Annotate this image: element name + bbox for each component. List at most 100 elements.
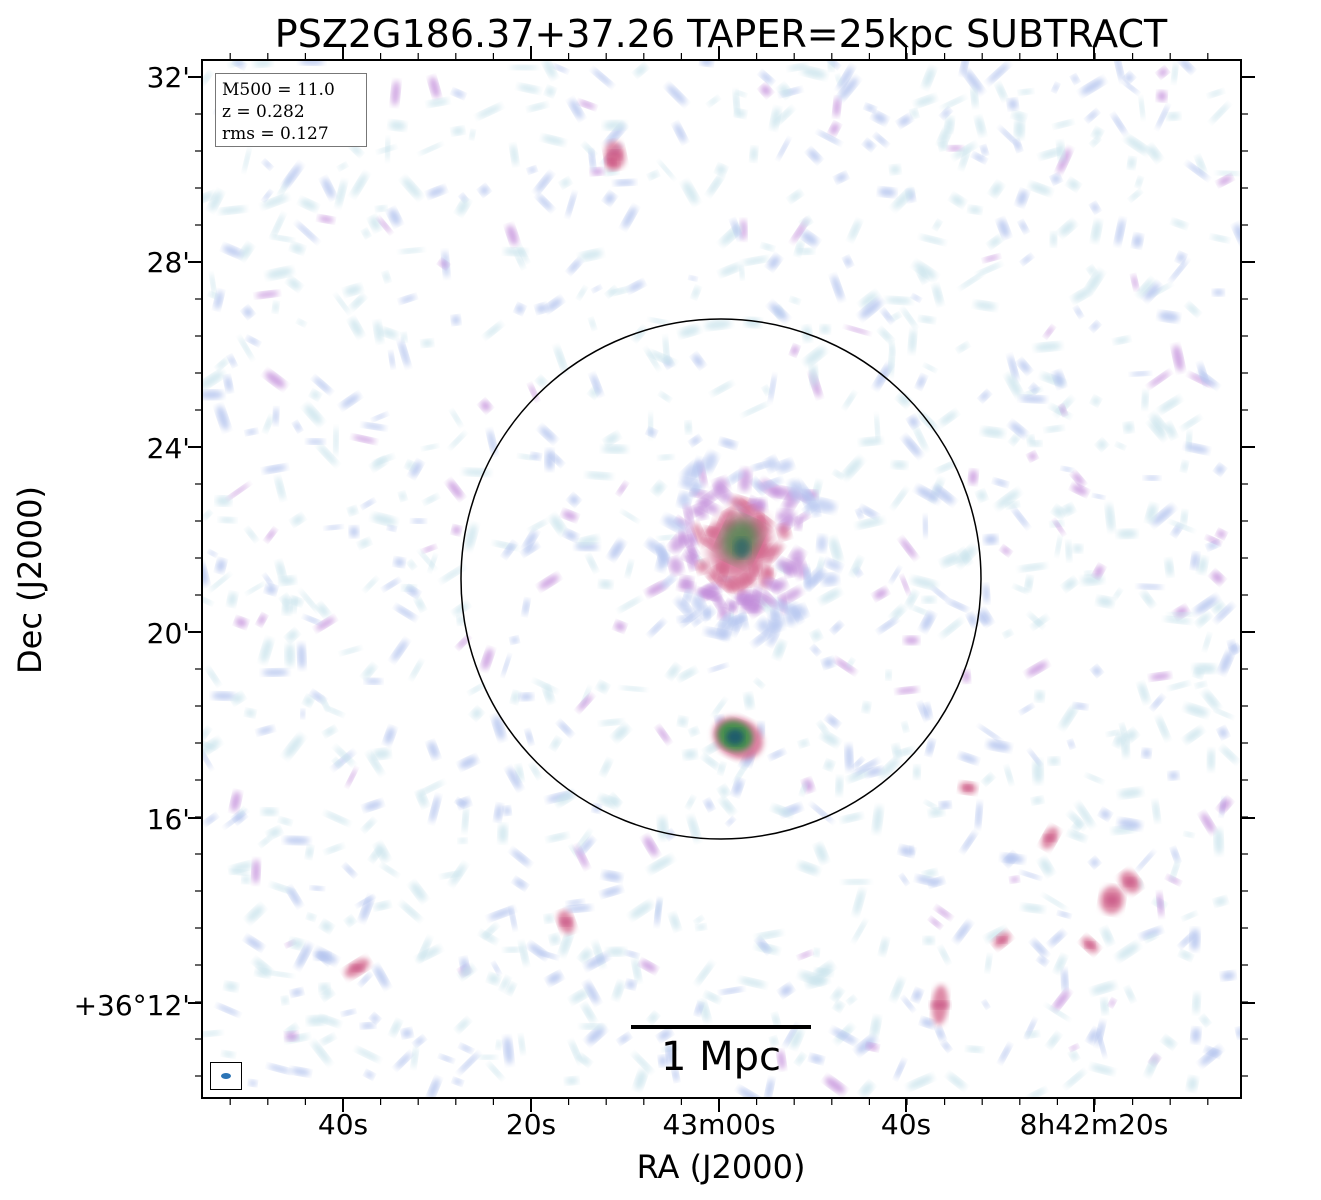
noise-blob <box>264 574 273 586</box>
noise-blob <box>818 722 828 733</box>
halo-blob <box>692 617 702 626</box>
noise-blob <box>358 539 371 548</box>
noise-blob <box>1151 506 1174 526</box>
noise-blob <box>510 144 519 166</box>
noise-blob <box>243 307 253 318</box>
beam-box <box>210 1062 242 1090</box>
noise-blob <box>1168 612 1194 617</box>
noise-blob <box>290 597 303 606</box>
noise-blob <box>377 146 396 153</box>
noise-blob <box>419 143 442 155</box>
noise-blob <box>230 869 250 875</box>
noise-blob <box>362 423 386 430</box>
noise-blob <box>809 364 818 387</box>
noise-blob <box>1086 774 1103 783</box>
noise-blob <box>1080 78 1105 95</box>
noise-blob <box>591 374 602 396</box>
noise-blob <box>859 437 883 446</box>
noise-blob <box>719 987 744 994</box>
noise-blob <box>1106 503 1115 532</box>
noise-blob <box>1149 672 1171 681</box>
noise-blob <box>915 95 936 107</box>
compact-source-core <box>726 729 744 745</box>
noise-blob <box>874 134 888 146</box>
noise-blob <box>1059 221 1076 236</box>
noise-blob <box>315 617 335 631</box>
noise-blob <box>760 84 772 96</box>
noise-blob <box>732 779 743 796</box>
noise-blob <box>502 655 511 676</box>
noise-blob <box>634 1069 647 1091</box>
noise-blob <box>1185 444 1209 453</box>
halo-blob <box>729 602 738 613</box>
halo-blob <box>757 513 774 526</box>
point-source-peak <box>1124 877 1136 887</box>
noise-blob <box>241 875 251 884</box>
noise-blob <box>1028 452 1037 461</box>
noise-blob <box>854 759 879 775</box>
x-axis-label: RA (J2000) <box>636 1148 806 1186</box>
noise-blob <box>514 878 527 889</box>
noise-blob <box>545 86 555 97</box>
noise-blob <box>688 816 700 842</box>
noise-blob <box>750 146 758 162</box>
noise-blob <box>487 429 497 455</box>
noise-blob <box>518 1035 525 1054</box>
halo-blob <box>776 510 796 524</box>
noise-blob <box>911 606 929 615</box>
noise-blob <box>545 298 563 312</box>
noise-blob <box>798 951 813 959</box>
noise-blob <box>833 97 841 117</box>
beam-ellipse-icon <box>221 1073 231 1079</box>
noise-blob <box>570 990 589 1003</box>
noise-blob <box>1212 602 1224 613</box>
noise-blob <box>666 84 687 105</box>
noise-blob <box>528 166 537 173</box>
noise-blob <box>399 295 417 303</box>
noise-blob <box>649 318 670 325</box>
noise-blob <box>811 803 833 823</box>
noise-blob <box>961 832 976 852</box>
noise-blob <box>1065 541 1072 562</box>
noise-blob <box>567 900 584 906</box>
halo-blob <box>713 595 727 613</box>
halo-blob <box>680 478 704 491</box>
noise-blob <box>1107 730 1121 736</box>
noise-blob <box>1142 748 1151 758</box>
noise-blob <box>1212 289 1225 296</box>
noise-blob <box>346 916 355 926</box>
noise-blob <box>1035 690 1045 702</box>
noise-blob <box>299 198 318 211</box>
noise-blob <box>843 458 863 479</box>
noise-blob <box>835 658 856 674</box>
noise-blob <box>906 591 918 607</box>
noise-blob <box>1125 987 1135 1002</box>
noise-blob <box>351 295 365 309</box>
noise-blob <box>1067 179 1080 190</box>
noise-blob <box>1215 604 1234 622</box>
noise-blob <box>987 63 1009 83</box>
halo-blob <box>685 535 696 546</box>
noise-blob <box>895 1059 905 1079</box>
noise-blob <box>304 695 314 706</box>
noise-blob <box>1005 766 1013 785</box>
noise-blob <box>1007 98 1018 110</box>
noise-blob <box>324 726 336 736</box>
noise-blob <box>1215 709 1233 719</box>
noise-blob <box>401 1028 413 1038</box>
noise-blob <box>362 229 370 238</box>
noise-blob <box>632 958 641 982</box>
noise-blob <box>911 577 938 589</box>
halo-blob <box>812 505 821 517</box>
noise-blob <box>1170 859 1180 881</box>
noise-blob <box>1184 728 1203 743</box>
noise-blob <box>364 577 378 591</box>
noise-blob <box>300 590 318 612</box>
noise-blob <box>281 595 291 605</box>
noise-blob <box>892 488 907 509</box>
noise-blob <box>736 91 746 97</box>
noise-blob <box>391 80 400 106</box>
noise-blob <box>550 515 566 534</box>
noise-blob <box>515 304 525 314</box>
noise-blob <box>634 64 647 76</box>
